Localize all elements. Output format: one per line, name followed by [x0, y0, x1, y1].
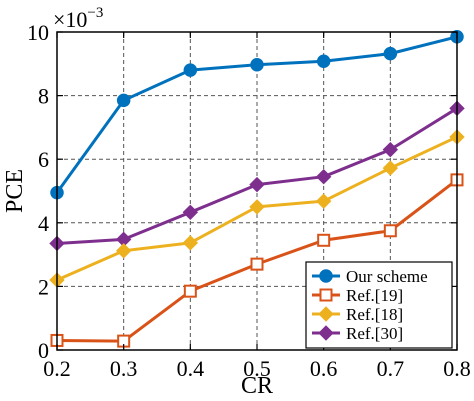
x-tick-label: 0.7 [377, 356, 405, 381]
data-point [116, 93, 131, 108]
data-point [249, 176, 265, 193]
data-point [315, 193, 332, 209]
legend-label: Ref.[30] [346, 324, 403, 343]
y-axis-multiplier-base: ×10 [53, 7, 87, 32]
data-point [250, 58, 264, 72]
legend-label: Ref.[18] [346, 305, 403, 324]
data-point [383, 224, 397, 238]
x-tick-label: 0.8 [443, 356, 471, 381]
legend-item: Ref.[18] [312, 305, 403, 324]
y-axis-label: PCE [2, 169, 28, 213]
x-tick-label: 0.2 [43, 356, 71, 381]
x-tick-label: 0.4 [177, 356, 205, 381]
data-point [383, 46, 398, 61]
legend-label: Ref.[19] [346, 286, 403, 305]
data-point [315, 168, 332, 185]
legend-label: Our scheme [346, 267, 428, 286]
y-axis-multiplier-exponent: −3 [87, 5, 103, 21]
data-point [183, 284, 197, 298]
x-tick-label: 0.6 [310, 356, 338, 381]
data-point [183, 63, 198, 77]
x-axis-label: CR [241, 373, 273, 399]
y-tick-label: 0 [38, 338, 49, 363]
y-tick-label: 10 [27, 20, 49, 45]
legend-marker [318, 325, 334, 341]
y-tick-label: 6 [38, 147, 49, 172]
data-point [316, 54, 331, 69]
y-axis-multiplier: ×10−3 [53, 5, 103, 32]
legend-item: Our scheme [312, 267, 428, 286]
series-ref-18 [49, 129, 465, 288]
legend-marker [318, 306, 334, 322]
y-tick-label: 4 [38, 211, 49, 236]
y-tick-label: 2 [38, 274, 49, 299]
data-point [382, 141, 399, 158]
data-point [317, 233, 331, 247]
data-point [250, 257, 264, 271]
data-point [382, 160, 399, 176]
legend-item: Ref.[19] [312, 286, 403, 305]
data-point [249, 199, 265, 215]
data-point [115, 243, 132, 259]
y-tick-label: 8 [38, 84, 49, 109]
axis-ticks: 0.2 0.3 0.4 0.5 0.6 0.7 0.8 0 2 4 6 8 10 [27, 20, 471, 381]
data-point [182, 204, 199, 221]
legend-marker [319, 269, 333, 283]
series-our-scheme [50, 30, 464, 200]
x-tick-label: 0.3 [110, 356, 138, 381]
data-point [182, 235, 199, 251]
x-tick-label: 0.5 [243, 356, 271, 381]
legend-item: Ref.[30] [312, 324, 403, 343]
legend-marker [319, 288, 333, 302]
